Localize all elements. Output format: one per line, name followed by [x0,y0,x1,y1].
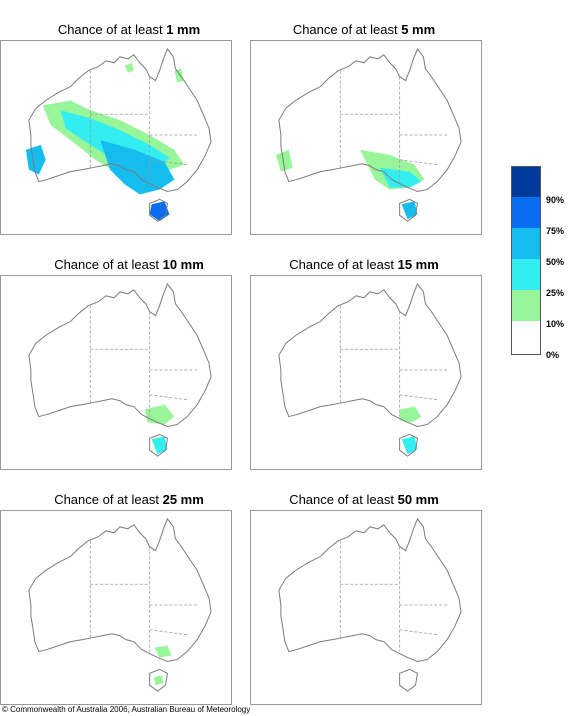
australia-map-25mm [28,517,212,692]
map-15mm [250,275,482,470]
rain-tasmania [401,201,418,220]
australia-outline [28,282,212,457]
state-border [149,394,188,401]
map-1mm [0,40,232,235]
rain-sw-wa [275,149,293,172]
state-borders [89,305,200,417]
rain-band-25pct [379,167,422,188]
australia-outline [28,47,212,222]
legend-swatch-75 [512,197,540,228]
rain-tasmania [153,675,164,686]
australia-map-50mm [278,517,462,692]
state-border [399,629,438,636]
probability-legend [511,166,541,355]
state-border [399,394,438,401]
legend-swatch-50 [512,228,540,259]
legend-label-0: 0% [546,350,560,360]
copyright-notice: © Commonwealth of Australia 2006, Austra… [2,705,251,714]
australia-map-15mm [278,282,462,457]
map-25mm [0,510,232,705]
rain-band-10pct [399,406,422,423]
map-5mm [250,40,482,235]
australia-outline [278,282,462,457]
rain-top-end [124,62,134,73]
state-border [399,159,438,166]
panel-title-15mm: Chance of at least 15 mm [289,257,439,272]
rain-band-50pct [100,139,175,195]
australia-map-10mm [28,282,212,457]
state-borders [89,540,200,652]
coastline [399,433,419,457]
state-borders [339,540,450,652]
state-borders [89,70,200,182]
coastline [399,198,419,222]
coastline [28,517,212,662]
legend-label-90: 90% [546,195,565,205]
legend-swatch-25 [512,259,540,290]
legend-label-50: 50% [546,257,565,267]
australia-outline [278,47,462,222]
map-50mm [250,510,482,705]
coastline [28,282,212,427]
legend-label-10: 10% [546,319,565,329]
rain-tasmania [151,436,168,455]
state-border [149,629,188,636]
legend-swatch-10 [512,290,540,321]
state-border [149,159,188,166]
coastline [149,433,169,457]
panel-title-50mm: Chance of at least 50 mm [289,492,439,507]
rain-band-10pct [144,404,175,425]
australia-map-1mm [25,47,212,222]
map-10mm [0,275,232,470]
legend-swatch-90 [512,167,540,197]
panel-title-1mm: Chance of at least 1 mm [57,22,201,37]
australia-outline [28,517,212,692]
panel-title-25mm: Chance of at least 25 mm [54,492,204,507]
panel-title-5mm: Chance of at least 5 mm [292,22,436,37]
coastline [149,198,169,222]
coastline [278,47,462,192]
coastline [399,668,419,692]
coastline [28,47,212,192]
legend-label-25: 25% [546,288,565,298]
rain-qld-coast [174,68,184,83]
legend-label-75: 75% [546,226,565,236]
rain-sw-wa [25,144,46,175]
australia-map-5mm [275,47,462,222]
legend-swatch-0 [512,321,540,354]
panel-title-10mm: Chance of at least 10 mm [54,257,204,272]
coastline [149,668,169,692]
rain-band-10pct [154,645,172,658]
australia-outline [278,517,462,692]
rain-tasmania [401,436,418,455]
coastline [278,282,462,427]
coastline [278,517,462,662]
